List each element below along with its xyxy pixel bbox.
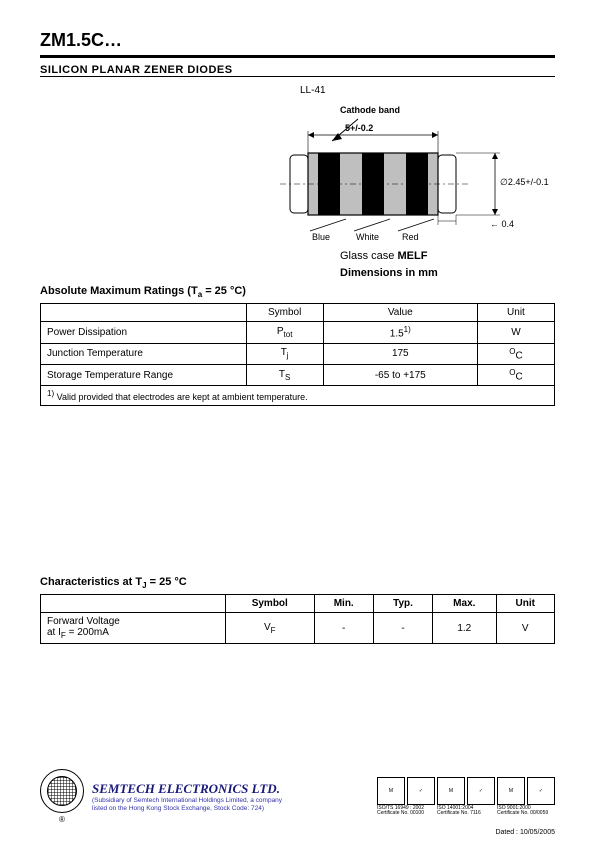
- unit-cell: OC: [477, 364, 554, 385]
- cert-label: ISO/TS 16949 : 2002Certificate No. 00100: [377, 806, 435, 817]
- symbol-cell: Tj: [246, 343, 323, 364]
- min-cell: -: [314, 613, 373, 644]
- ratings-heading-prefix: Absolute Maximum Ratings (T: [40, 285, 198, 297]
- registered-symbol: ®: [59, 815, 65, 824]
- band-color-1: Blue: [312, 232, 330, 242]
- col-unit: Unit: [496, 595, 554, 613]
- footnote-row: 1) Valid provided that electrodes are ke…: [41, 386, 555, 406]
- col-unit: Unit: [477, 304, 554, 322]
- param-line2-suffix: = 200mA: [66, 627, 109, 638]
- symbol-cell: TS: [246, 364, 323, 385]
- company-name: SEMTECH ELECTRONICS LTD.: [92, 781, 369, 797]
- footnote-cell: 1) Valid provided that electrodes are ke…: [41, 386, 555, 406]
- band-color-2: White: [356, 232, 379, 242]
- col-value: Value: [323, 304, 477, 322]
- symbol-cell: Ptot: [246, 322, 323, 343]
- col-symbol: Symbol: [246, 304, 323, 322]
- company-block: SEMTECH ELECTRONICS LTD. (Subsidiary of …: [92, 781, 369, 813]
- table-row: Power Dissipation Ptot 1.51) W: [41, 322, 555, 343]
- param-cell: Forward Voltage at IF = 200mA: [41, 613, 226, 644]
- param-line1: Forward Voltage: [47, 616, 120, 627]
- col-symbol: Symbol: [226, 595, 314, 613]
- table-row: Junction Temperature Tj 175 O°CC: [41, 343, 555, 364]
- cert-badge-icon: M: [437, 777, 465, 805]
- cert-badge-icon: ✓: [407, 777, 435, 805]
- col-min: Min.: [314, 595, 373, 613]
- footer: ® SEMTECH ELECTRONICS LTD. (Subsidiary o…: [40, 769, 555, 824]
- ratings-heading-suffix: = 25 °C): [202, 285, 246, 297]
- typ-cell: -: [373, 613, 432, 644]
- glass-case-type: MELF: [397, 250, 427, 262]
- cert-badge-icon: ✓: [467, 777, 495, 805]
- col-param: [41, 595, 226, 613]
- col-typ: Typ.: [373, 595, 432, 613]
- value-cell: -65 to +175: [323, 364, 477, 385]
- cert-badge-icon: M: [377, 777, 405, 805]
- company-sub2: listed on the Hong Kong Stock Exchange, …: [92, 805, 369, 813]
- ratings-table: Symbol Value Unit Power Dissipation Ptot…: [40, 303, 555, 406]
- characteristics-heading: Characteristics at TJ = 25 °C: [40, 576, 555, 590]
- band-color-3: Red: [402, 232, 419, 242]
- value-cell: 175: [323, 343, 477, 364]
- cert-badge-icon: ✓: [527, 777, 555, 805]
- table-row: Forward Voltage at IF = 200mA VF - - 1.2…: [41, 613, 555, 644]
- characteristics-table: Symbol Min. Typ. Max. Unit Forward Volta…: [40, 594, 555, 644]
- table-header-row: Symbol Min. Typ. Max. Unit: [41, 595, 555, 613]
- char-heading-suffix: = 25 °C: [147, 576, 187, 588]
- unit-cell: W: [477, 322, 554, 343]
- rule-thin: [40, 76, 555, 77]
- param-line2-prefix: at I: [47, 627, 61, 638]
- param-cell: Junction Temperature: [41, 343, 247, 364]
- symbol-cell: VF: [226, 613, 314, 644]
- characteristics-section: Characteristics at TJ = 25 °C Symbol Min…: [40, 576, 555, 644]
- table-header-row: Symbol Value Unit: [41, 304, 555, 322]
- date-stamp: Dated : 10/05/2005: [495, 829, 555, 836]
- unit-cell: O°CC: [477, 343, 554, 364]
- param-cell: Power Dissipation: [41, 322, 247, 343]
- char-heading-prefix: Characteristics at T: [40, 576, 142, 588]
- param-cell: Storage Temperature Range: [41, 364, 247, 385]
- cert-label: ISO 14001:2004Certificate No. 7116: [437, 806, 495, 817]
- part-number: ZM1.5C…: [40, 30, 555, 51]
- col-param: [41, 304, 247, 322]
- subtitle: SILICON PLANAR ZENER DIODES: [40, 64, 555, 76]
- melf-drawing-icon: Blue White Red: [270, 113, 510, 243]
- certifications: M ✓ M ✓ M ✓ ISO/TS 16949 : 2002Certifica…: [377, 777, 555, 817]
- value-cell: 1.51): [323, 322, 477, 343]
- company-sub1: (Subsidiary of Semtech International Hol…: [92, 797, 369, 805]
- glass-case-note: Glass case MELF: [340, 250, 427, 262]
- max-cell: 1.2: [433, 613, 496, 644]
- col-max: Max.: [433, 595, 496, 613]
- glass-case-prefix: Glass case: [340, 250, 397, 262]
- logo-icon: [40, 769, 84, 813]
- package-label: LL-41: [300, 85, 326, 96]
- package-diagram: LL-41 Cathode band 5+/-0.2 ∅2.45+/-0.1 ←…: [40, 85, 555, 285]
- dimensions-note: Dimensions in mm: [340, 267, 438, 279]
- ratings-heading: Absolute Maximum Ratings (Ta = 25 °C): [40, 285, 555, 299]
- rule-thick: [40, 55, 555, 58]
- table-row: Storage Temperature Range TS -65 to +175…: [41, 364, 555, 385]
- cert-badge-icon: M: [497, 777, 525, 805]
- unit-cell: V: [496, 613, 554, 644]
- cert-label: ISO 9001:2000Certificate No. 00/0059: [497, 806, 555, 817]
